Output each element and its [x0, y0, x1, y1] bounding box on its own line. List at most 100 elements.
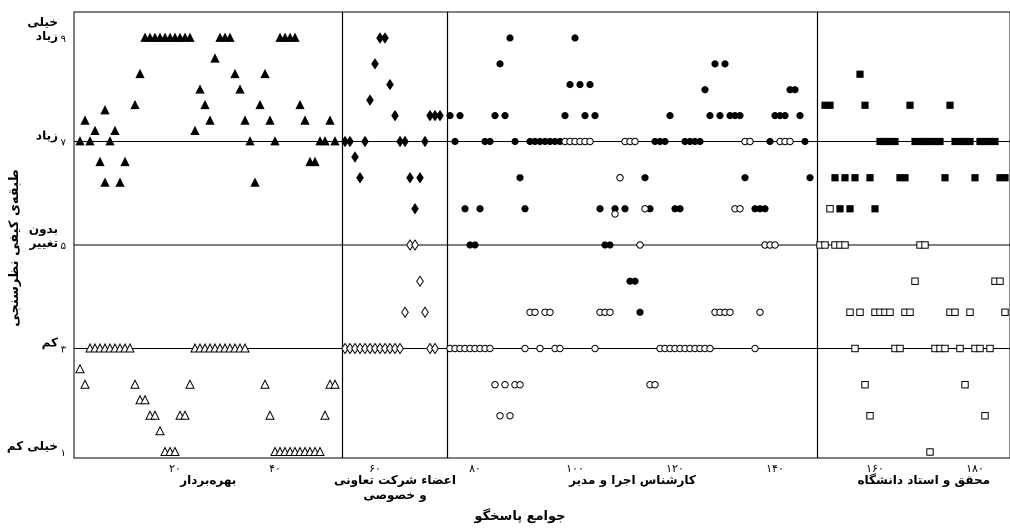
triangle-filled-point — [115, 177, 125, 187]
y-tick-number: ۱ — [61, 448, 66, 459]
triangle-open-point — [260, 379, 270, 389]
square-filled-point — [831, 174, 839, 182]
circle-open-point — [586, 137, 594, 146]
circle-filled-point — [516, 174, 524, 182]
x-tick-label: ۱۸۰ — [966, 462, 984, 475]
triangle-filled-point — [260, 68, 270, 79]
diamond-open-point — [381, 342, 389, 355]
square-filled-point — [946, 101, 954, 109]
triangle-filled-point — [95, 156, 105, 167]
circle-filled-point — [566, 80, 574, 89]
circle-filled-point — [576, 80, 584, 89]
square-open-point — [851, 344, 859, 353]
square-open-point — [981, 412, 989, 420]
circle-filled-point — [631, 277, 639, 285]
circle-filled-point — [561, 112, 569, 120]
square-open-point — [956, 344, 964, 353]
diamond-filled-point — [356, 171, 364, 184]
square-filled-point — [906, 101, 914, 109]
square-open-point — [966, 308, 974, 316]
diamond-filled-point — [366, 94, 374, 106]
triangle-filled-point — [80, 115, 90, 125]
diamond-open-point — [376, 342, 384, 355]
triangle-filled-point — [250, 177, 260, 187]
y-tick-number: ۷ — [61, 138, 67, 149]
group-boundaries — [341, 12, 819, 458]
diamond-open-point — [406, 239, 414, 251]
circle-open-point — [531, 308, 539, 316]
circle-filled-point — [666, 112, 674, 120]
diamond-open-point — [366, 342, 374, 355]
triangle-filled-point — [195, 84, 205, 94]
circle-open-point — [616, 174, 624, 182]
circle-filled-point — [676, 205, 684, 213]
circle-filled-point — [506, 34, 514, 42]
diamond-open-point — [351, 342, 359, 355]
circle-open-point — [651, 381, 659, 389]
diamond-filled-point — [376, 32, 384, 44]
square-open-point — [1001, 308, 1009, 316]
triangle-open-point — [150, 410, 160, 420]
circle-filled-point — [461, 205, 469, 213]
circle-filled-point — [456, 112, 464, 120]
triangle-filled-point — [190, 125, 200, 136]
x-tick-label: ۱۶۰ — [866, 462, 884, 475]
triangle-filled-point — [240, 115, 250, 125]
triangle-filled-point — [205, 115, 215, 125]
diamond-filled-point — [396, 135, 404, 148]
triangle-filled-point — [135, 68, 145, 79]
square-filled-point — [891, 137, 899, 146]
diamond-open-point — [341, 342, 349, 355]
circle-open-point — [591, 344, 599, 353]
diamond-open-point — [416, 275, 424, 288]
circle-open-point — [746, 137, 754, 146]
circle-open-point — [631, 137, 639, 146]
square-open-point — [856, 308, 864, 316]
circle-filled-point — [476, 205, 484, 213]
diamond-open-point — [386, 342, 394, 355]
square-open-point — [951, 308, 959, 316]
group-label: بهره‌بردار — [179, 473, 236, 487]
triangle-filled-point — [100, 177, 110, 187]
triangle-open-point — [155, 425, 165, 436]
diamond-open-point — [396, 342, 404, 355]
triangle-filled-point — [235, 84, 245, 94]
triangle-open-point — [315, 446, 325, 456]
diamond-filled-point — [421, 135, 429, 148]
circle-open-point — [636, 241, 644, 249]
reference-lines — [74, 141, 1010, 349]
diamond-open-point — [426, 342, 434, 355]
square-open-point — [896, 344, 904, 353]
diamond-filled-point — [346, 135, 354, 148]
triangle-filled-point — [185, 32, 195, 42]
circle-filled-point — [781, 112, 789, 120]
circle-filled-point — [501, 112, 509, 120]
square-filled-point — [901, 174, 909, 182]
diamond-open-point — [361, 342, 369, 355]
square-filled-point — [871, 205, 879, 213]
triangle-filled-point — [100, 105, 110, 115]
circle-filled-point — [511, 137, 519, 146]
square-open-point — [976, 344, 984, 353]
circle-filled-point — [721, 60, 729, 68]
triangle-filled-point — [120, 156, 130, 167]
square-open-point — [826, 205, 834, 213]
triangle-open-point — [185, 379, 195, 389]
diamond-open-point — [401, 306, 409, 319]
triangle-filled-point — [330, 136, 340, 146]
circle-filled-point — [451, 137, 459, 146]
triangle-filled-point — [320, 136, 330, 146]
square-open-point — [921, 241, 929, 249]
triangle-filled-point — [75, 136, 85, 146]
y-tick-number: ۵ — [61, 241, 66, 252]
diamond-filled-point — [416, 171, 424, 184]
square-open-point — [886, 308, 894, 316]
circle-open-point — [786, 137, 794, 146]
square-open-point — [941, 344, 949, 353]
circle-filled-point — [621, 205, 629, 213]
square-filled-point — [991, 137, 999, 146]
square-open-point — [821, 241, 829, 249]
triangle-filled-point — [245, 136, 255, 146]
